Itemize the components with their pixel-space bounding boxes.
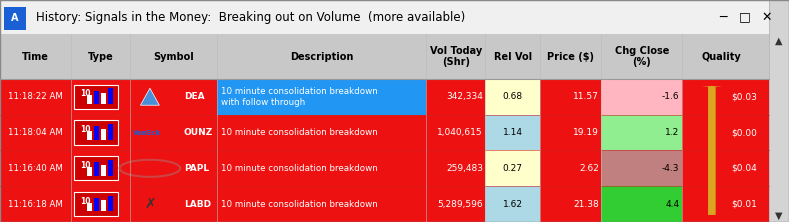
Bar [4, 7, 26, 30]
Text: 10 minute consolidation breakdown
with follow through: 10 minute consolidation breakdown with f… [221, 87, 378, 107]
Text: 19.19: 19.19 [573, 128, 599, 137]
Bar [74, 156, 118, 180]
Text: 10: 10 [80, 125, 91, 134]
Text: □: □ [739, 11, 750, 24]
Polygon shape [140, 88, 159, 105]
Bar [485, 151, 540, 186]
Text: 1.2: 1.2 [665, 128, 679, 137]
Text: 10 minute consolidation breakdown: 10 minute consolidation breakdown [221, 164, 378, 173]
Bar [87, 167, 92, 176]
Bar [108, 196, 113, 211]
Bar [108, 160, 113, 176]
Text: Description: Description [290, 52, 353, 62]
Text: 342,334: 342,334 [446, 92, 483, 101]
Text: OUNZ: OUNZ [184, 128, 213, 137]
Text: Time: Time [22, 52, 49, 62]
Text: 10 minute consolidation breakdown: 10 minute consolidation breakdown [221, 128, 378, 137]
Text: LABD: LABD [184, 200, 211, 209]
Bar [108, 124, 113, 140]
Bar [87, 203, 92, 211]
Text: 10: 10 [80, 197, 91, 206]
Bar [94, 126, 99, 140]
Bar [217, 186, 426, 222]
Bar [217, 151, 426, 186]
Text: 1,040,615: 1,040,615 [437, 128, 483, 137]
Text: Symbol: Symbol [153, 52, 194, 62]
Text: DEA: DEA [184, 92, 204, 101]
Text: 11.57: 11.57 [573, 92, 599, 101]
Text: 1.62: 1.62 [503, 200, 523, 209]
Bar [101, 129, 106, 140]
Text: -1.6: -1.6 [662, 92, 679, 101]
Text: ▼: ▼ [776, 210, 783, 220]
Bar [94, 198, 99, 211]
Text: ▲: ▲ [776, 36, 783, 46]
Text: History: Signals in the Money:  Breaking out on Volume  (more available): History: Signals in the Money: Breaking … [36, 11, 465, 24]
Text: 4.4: 4.4 [665, 200, 679, 209]
Text: 11:18:04 AM: 11:18:04 AM [8, 128, 63, 137]
Bar [601, 151, 682, 186]
Bar [74, 85, 118, 109]
Bar [101, 200, 106, 211]
Text: Rel Vol: Rel Vol [494, 52, 532, 62]
Text: Vol Today
(Shr): Vol Today (Shr) [429, 46, 482, 67]
Text: 10: 10 [80, 89, 91, 98]
Bar [485, 115, 540, 151]
Text: Type: Type [88, 52, 114, 62]
Bar [0, 186, 769, 222]
Bar [601, 186, 682, 222]
Text: 0.27: 0.27 [503, 164, 523, 173]
Text: 11:16:40 AM: 11:16:40 AM [8, 164, 63, 173]
Bar [217, 79, 426, 115]
Bar [217, 115, 426, 151]
Bar [0, 79, 769, 115]
Bar [74, 192, 118, 216]
Bar [485, 186, 540, 222]
Bar [94, 91, 99, 104]
Bar [87, 131, 92, 140]
Text: 11:18:22 AM: 11:18:22 AM [8, 92, 63, 101]
Text: 259,483: 259,483 [446, 164, 483, 173]
Bar [108, 88, 113, 104]
Text: 5,289,596: 5,289,596 [437, 200, 483, 209]
Text: 11:16:18 AM: 11:16:18 AM [8, 200, 63, 209]
Bar [485, 79, 540, 115]
Text: 0.68: 0.68 [503, 92, 523, 101]
Text: VanEck: VanEck [133, 129, 162, 135]
Bar [601, 79, 682, 115]
Text: -4.3: -4.3 [662, 164, 679, 173]
Text: $0.01: $0.01 [731, 200, 757, 209]
Bar [0, 151, 769, 186]
Bar [101, 93, 106, 104]
Bar [601, 115, 682, 151]
Text: ─: ─ [719, 11, 727, 24]
Text: ✕: ✕ [761, 11, 772, 24]
Text: $0.03: $0.03 [731, 92, 757, 101]
Text: A: A [11, 13, 19, 24]
Text: $0.04: $0.04 [731, 164, 757, 173]
Text: ✗: ✗ [144, 197, 155, 211]
Text: 10 minute consolidation breakdown: 10 minute consolidation breakdown [221, 200, 378, 209]
Text: Price ($): Price ($) [548, 52, 594, 62]
Bar [0, 0, 789, 34]
Bar [87, 95, 92, 104]
Bar [0, 115, 769, 151]
Text: Quality: Quality [701, 52, 741, 62]
Text: Chg Close
(%): Chg Close (%) [615, 46, 669, 67]
Bar [0, 34, 769, 79]
Text: PAPL: PAPL [184, 164, 209, 173]
Bar [769, 0, 789, 222]
Bar [94, 162, 99, 176]
Text: $0.00: $0.00 [731, 128, 757, 137]
Text: 1.14: 1.14 [503, 128, 523, 137]
Text: 2.62: 2.62 [579, 164, 599, 173]
Text: 21.38: 21.38 [573, 200, 599, 209]
Text: 10: 10 [80, 161, 91, 170]
Bar [101, 165, 106, 176]
Bar [74, 120, 118, 145]
